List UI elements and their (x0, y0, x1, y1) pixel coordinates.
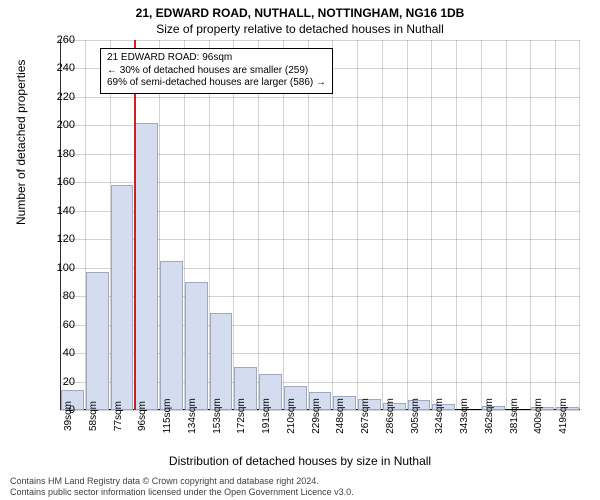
grid-line-v (555, 40, 556, 410)
y-tick-label: 120 (57, 233, 75, 245)
chart-title-line1: 21, EDWARD ROAD, NUTHALL, NOTTINGHAM, NG… (0, 6, 600, 20)
property-marker-line (134, 40, 136, 410)
grid-line-h (60, 40, 580, 41)
grid-line-v (431, 40, 432, 410)
grid-line-v (530, 40, 531, 410)
y-tick-label: 40 (63, 347, 75, 359)
x-tick-label: 134sqm (187, 398, 198, 434)
x-tick-label: 286sqm (385, 398, 396, 434)
histogram-bar (111, 185, 134, 410)
x-tick-label: 419sqm (558, 398, 569, 434)
x-tick-label: 77sqm (113, 401, 124, 431)
x-tick-label: 115sqm (162, 399, 173, 434)
y-tick-label: 260 (57, 34, 75, 46)
grid-line-v (258, 40, 259, 410)
x-tick-label: 39sqm (63, 401, 74, 431)
grid-line-v (506, 40, 507, 410)
grid-line-v (332, 40, 333, 410)
y-tick-label: 240 (57, 62, 75, 74)
x-tick-label: 267sqm (360, 398, 371, 434)
x-tick-label: 210sqm (286, 398, 297, 434)
y-tick-label: 200 (57, 119, 75, 131)
histogram-bar (135, 123, 158, 410)
grid-line-v (283, 40, 284, 410)
y-tick-label: 100 (57, 262, 75, 274)
y-tick-label: 140 (57, 205, 75, 217)
footer-line2: Contains public sector information licen… (10, 487, 354, 497)
grid-line-v (308, 40, 309, 410)
x-tick-label: 362sqm (484, 398, 495, 434)
annotation-line: 69% of semi-detached houses are larger (… (107, 77, 326, 90)
grid-line-v (357, 40, 358, 410)
x-tick-label: 305sqm (410, 398, 421, 434)
grid-line-v (481, 40, 482, 410)
x-tick-label: 343sqm (459, 398, 470, 434)
x-tick-label: 229sqm (311, 398, 322, 434)
x-axis-label: Distribution of detached houses by size … (0, 454, 600, 468)
annotation-line: ← 30% of detached houses are smaller (25… (107, 65, 326, 78)
x-tick-label: 248sqm (335, 398, 346, 434)
x-tick-label: 191sqm (261, 398, 272, 434)
y-tick-label: 180 (57, 148, 75, 160)
y-tick-label: 60 (63, 319, 75, 331)
histogram-bar (185, 282, 208, 410)
grid-line-v (579, 40, 580, 410)
x-tick-label: 400sqm (533, 398, 544, 434)
x-tick-label: 96sqm (137, 401, 148, 431)
histogram-bar (160, 261, 183, 410)
annotation-line: 21 EDWARD ROAD: 96sqm (107, 52, 326, 65)
y-axis-label: Number of detached properties (14, 60, 28, 225)
chart-title-line2: Size of property relative to detached ho… (0, 22, 600, 36)
grid-line-v (456, 40, 457, 410)
footer-line1: Contains HM Land Registry data © Crown c… (10, 476, 319, 486)
x-tick-label: 153sqm (212, 398, 223, 434)
grid-line-v (382, 40, 383, 410)
annotation-box: 21 EDWARD ROAD: 96sqm← 30% of detached h… (100, 48, 333, 94)
y-tick-label: 220 (57, 91, 75, 103)
x-tick-label: 172sqm (236, 398, 247, 434)
grid-line-v (407, 40, 408, 410)
y-tick-label: 80 (63, 290, 75, 302)
x-tick-label: 324sqm (434, 398, 445, 434)
grid-line-h (60, 97, 580, 98)
x-tick-label: 381sqm (509, 398, 520, 434)
y-tick-label: 160 (57, 176, 75, 188)
histogram-bar (210, 313, 233, 410)
grid-line-v (233, 40, 234, 410)
y-tick-label: 20 (63, 376, 75, 388)
histogram-bar (86, 272, 109, 410)
x-tick-label: 58sqm (88, 401, 99, 431)
plot-area (60, 40, 580, 410)
